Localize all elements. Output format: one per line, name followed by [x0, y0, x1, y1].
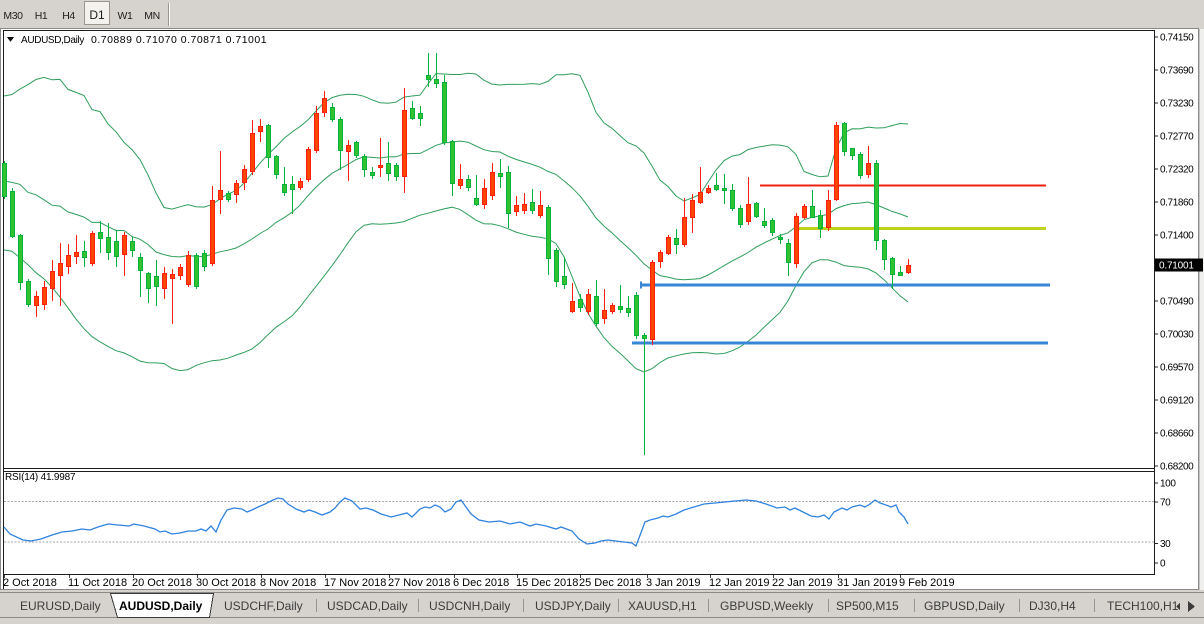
svg-text:0.71860: 0.71860	[1160, 198, 1194, 209]
svg-text:USDCNH,Daily: USDCNH,Daily	[429, 599, 510, 613]
svg-text:20 Oct 2018: 20 Oct 2018	[132, 577, 192, 589]
svg-text:0.73690: 0.73690	[1160, 66, 1194, 77]
svg-text:AUDUSD,Daily: AUDUSD,Daily	[119, 599, 203, 613]
svg-text:USDJPY,Daily: USDJPY,Daily	[535, 599, 611, 613]
svg-text:GBPUSD,Daily: GBPUSD,Daily	[924, 599, 1005, 613]
svg-text:0.71001: 0.71001	[1159, 261, 1194, 272]
svg-text:MN: MN	[144, 10, 160, 22]
svg-text:0.70490: 0.70490	[1160, 297, 1194, 308]
svg-text:USDCHF,Daily: USDCHF,Daily	[224, 599, 303, 613]
svg-text:31 Jan 2019: 31 Jan 2019	[837, 577, 898, 589]
svg-text:2 Oct 2018: 2 Oct 2018	[3, 577, 57, 589]
svg-text:0.69120: 0.69120	[1160, 396, 1194, 407]
svg-text:GBPUSD,Weekly: GBPUSD,Weekly	[720, 599, 813, 613]
svg-text:0.69570: 0.69570	[1160, 363, 1194, 374]
svg-text:EURUSD,Daily: EURUSD,Daily	[20, 599, 101, 613]
svg-text:0.72770: 0.72770	[1160, 132, 1194, 143]
svg-text:H4: H4	[62, 10, 75, 22]
svg-text:0.73230: 0.73230	[1160, 99, 1194, 110]
svg-text:8 Nov 2018: 8 Nov 2018	[260, 577, 316, 589]
svg-text:15 Dec 2018: 15 Dec 2018	[516, 577, 578, 589]
svg-text:30: 30	[1160, 539, 1171, 550]
svg-text:0.68660: 0.68660	[1160, 429, 1194, 440]
svg-text:XAUUSD,H1: XAUUSD,H1	[628, 599, 697, 613]
svg-text:SP500,M15: SP500,M15	[836, 599, 899, 613]
svg-text:0.70889 0.71070 0.70871 0.7100: 0.70889 0.71070 0.70871 0.71001	[91, 34, 267, 46]
svg-text:RSI(14) 41.9987: RSI(14) 41.9987	[5, 472, 76, 483]
svg-text:9 Feb 2019: 9 Feb 2019	[899, 577, 955, 589]
svg-text:100: 100	[1160, 479, 1176, 490]
svg-text:0.74150: 0.74150	[1160, 33, 1194, 44]
svg-text:30 Oct 2018: 30 Oct 2018	[196, 577, 256, 589]
svg-text:AUDUSD,Daily: AUDUSD,Daily	[21, 35, 84, 46]
svg-text:0.72320: 0.72320	[1160, 165, 1194, 176]
svg-text:6 Dec 2018: 6 Dec 2018	[453, 577, 509, 589]
svg-text:17 Nov 2018: 17 Nov 2018	[324, 577, 386, 589]
svg-text:25 Dec 2018: 25 Dec 2018	[579, 577, 641, 589]
svg-text:M30: M30	[3, 10, 23, 22]
svg-text:3 Jan 2019: 3 Jan 2019	[646, 577, 700, 589]
svg-text:USDCAD,Daily: USDCAD,Daily	[327, 599, 408, 613]
svg-text:12 Jan 2019: 12 Jan 2019	[709, 577, 770, 589]
svg-text:11 Oct 2018: 11 Oct 2018	[68, 577, 127, 589]
svg-text:0.70030: 0.70030	[1160, 330, 1194, 341]
svg-text:TECH100,H1: TECH100,H1	[1107, 599, 1179, 613]
svg-text:H1: H1	[35, 10, 48, 22]
svg-text:0.71400: 0.71400	[1160, 231, 1194, 242]
svg-text:0.68200: 0.68200	[1160, 462, 1194, 473]
svg-text:DJ30,H4: DJ30,H4	[1029, 599, 1076, 613]
svg-text:22 Jan 2019: 22 Jan 2019	[772, 577, 833, 589]
svg-text:27 Nov 2018: 27 Nov 2018	[388, 577, 450, 589]
svg-text:W1: W1	[118, 10, 134, 22]
svg-text:0: 0	[1160, 559, 1166, 570]
svg-text:70: 70	[1160, 498, 1171, 509]
svg-text:D1: D1	[89, 8, 105, 22]
